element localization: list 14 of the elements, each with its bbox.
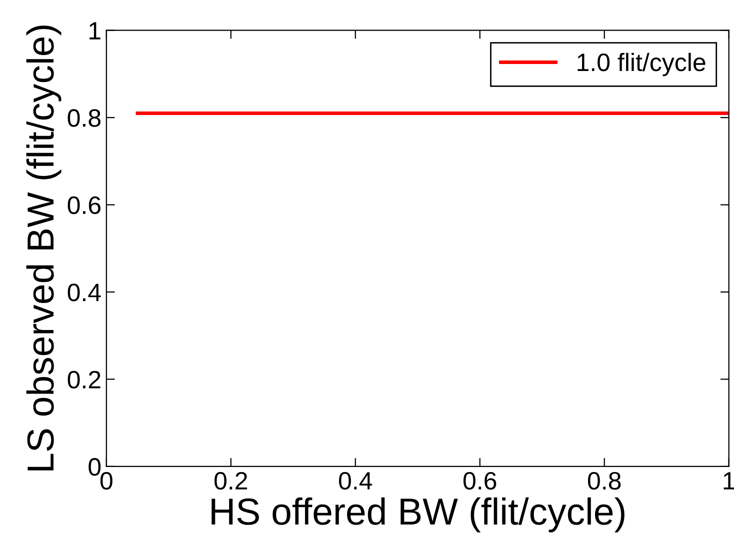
y-tick-label: 0.2 <box>68 370 100 389</box>
y-tick-label: 0.4 <box>68 284 101 302</box>
y-axis-title: LS observed BW (flit/cycle) <box>26 26 62 470</box>
y-tick-label: 0.6 <box>68 196 100 214</box>
legend-label: 1.0 flit/cycle <box>578 52 706 76</box>
x-tick-label: 0.8 <box>588 472 621 490</box>
x-tick-label: 0.6 <box>463 472 496 490</box>
y-tick-label: 0.8 <box>68 109 100 127</box>
y-tick-label: 1 <box>90 22 100 40</box>
x-axis-title: HS offered BW (flit/cycle) <box>212 497 624 532</box>
x-tick-label: 0.4 <box>339 472 372 490</box>
y-tick-label: 0 <box>88 458 101 476</box>
x-tick-label: 0.2 <box>214 472 248 490</box>
x-tick-label: 0 <box>100 472 112 490</box>
